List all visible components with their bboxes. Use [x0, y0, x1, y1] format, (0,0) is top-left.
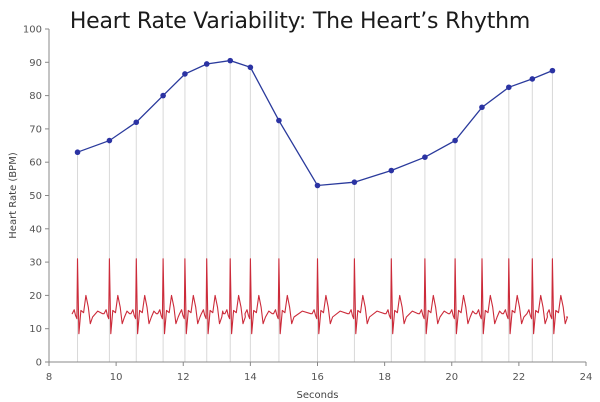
heart-rate-point — [422, 154, 428, 161]
x-axis-label: Seconds — [296, 390, 338, 401]
y-tick-label: 80 — [29, 91, 42, 102]
heart-rate-point — [529, 76, 536, 82]
heart-rate-point — [74, 149, 81, 156]
y-tick-label: 100 — [23, 25, 42, 36]
heart-rate-point — [133, 119, 140, 126]
heart-rate-point — [314, 182, 321, 189]
heart-rate-point — [506, 84, 512, 91]
heart-rate-point — [388, 167, 395, 174]
x-tick-label: 22 — [513, 372, 526, 383]
heart-rate-point — [276, 117, 282, 124]
heart-rate-line — [77, 59, 553, 187]
heart-rate-point — [160, 92, 166, 99]
x-tick-label: 16 — [311, 372, 324, 383]
y-tick-label: 50 — [29, 191, 42, 202]
x-tick-label: 12 — [177, 372, 190, 383]
heart-rate-point — [182, 71, 188, 77]
heart-rate-point — [227, 57, 234, 64]
heart-rate-point — [351, 179, 358, 185]
y-tick-label: 40 — [29, 224, 42, 235]
heart-rate-point — [479, 104, 485, 111]
heart-rate-point — [106, 137, 113, 144]
y-axis-label: Heart Rate (BPM) — [8, 152, 19, 239]
y-tick-label: 90 — [29, 58, 42, 69]
y-tick-label: 30 — [29, 258, 42, 269]
ecg-trace — [71, 258, 569, 335]
chart-title: Heart Rate Variability: The Heart’s Rhyt… — [69, 9, 531, 34]
y-tick-label: 0 — [36, 358, 42, 369]
x-tick-label: 20 — [445, 372, 458, 383]
x-tick-label: 24 — [580, 372, 593, 383]
heart-rate-point — [247, 64, 254, 71]
y-tick-label: 70 — [29, 124, 42, 135]
x-tick-label: 14 — [244, 372, 257, 383]
x-tick-label: 8 — [46, 372, 52, 383]
heart-rate-point — [203, 61, 210, 67]
y-tick-label: 10 — [29, 324, 42, 335]
x-tick-label: 18 — [378, 372, 391, 383]
y-tick-label: 20 — [29, 291, 42, 302]
heart-rate-point — [452, 137, 458, 144]
x-tick-label: 10 — [110, 372, 123, 383]
heart-rate-point — [549, 67, 556, 74]
y-tick-label: 60 — [29, 158, 42, 169]
